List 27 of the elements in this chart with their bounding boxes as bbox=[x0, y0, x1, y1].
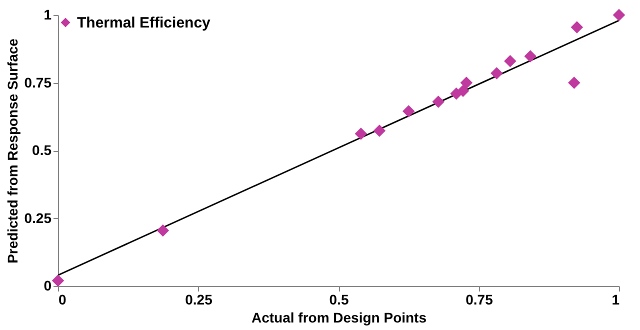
y-tick-label: 0.25 bbox=[24, 210, 52, 226]
y-tick-label: 0.5 bbox=[32, 142, 52, 158]
y-tick-label: 0 bbox=[44, 278, 52, 294]
point bbox=[52, 274, 64, 287]
x-tick-label: 0.75 bbox=[466, 292, 494, 308]
legend-label: Thermal Efficiency bbox=[77, 14, 212, 32]
x-tick-label: 0.25 bbox=[185, 292, 213, 308]
point bbox=[432, 96, 444, 108]
y-tick-label: 1 bbox=[44, 6, 52, 22]
point bbox=[504, 54, 516, 68]
x-tick-label: 0.5 bbox=[329, 292, 349, 308]
x-tick-label: 1 bbox=[612, 292, 620, 308]
point bbox=[490, 67, 503, 80]
point bbox=[612, 8, 626, 22]
y-tick-label: 0.75 bbox=[24, 74, 52, 90]
point bbox=[570, 21, 584, 34]
point bbox=[156, 224, 170, 237]
point bbox=[373, 124, 386, 137]
x-tick-label: 0 bbox=[58, 292, 66, 308]
point bbox=[354, 128, 368, 140]
point bbox=[524, 50, 536, 62]
point bbox=[402, 105, 415, 118]
y-axis-title: Predicted from Response Surface bbox=[4, 38, 20, 264]
point bbox=[460, 76, 473, 89]
x-axis-title: Actual from Design Points bbox=[251, 310, 427, 326]
point bbox=[568, 76, 580, 89]
point bbox=[456, 84, 470, 98]
